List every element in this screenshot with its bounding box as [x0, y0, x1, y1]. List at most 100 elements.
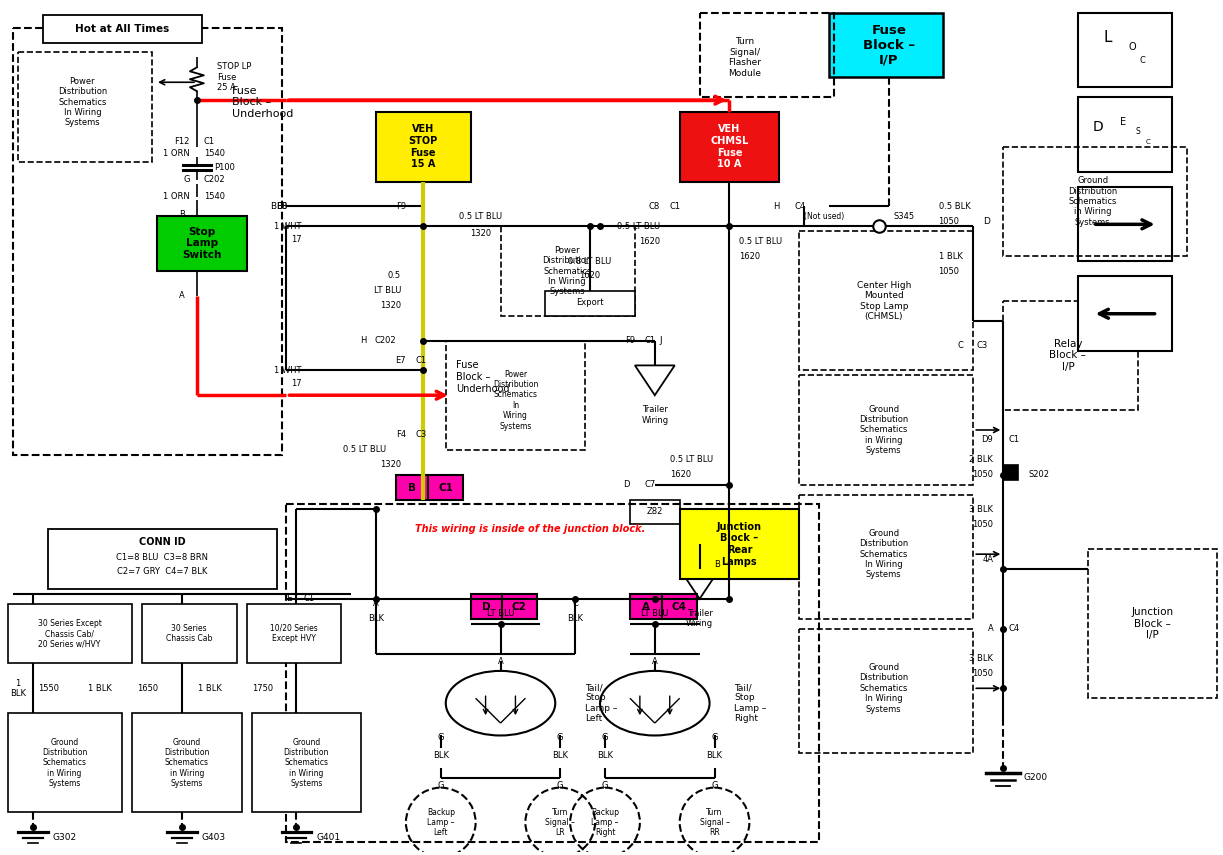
Text: D: D	[624, 481, 630, 489]
Text: G: G	[712, 734, 718, 742]
Text: 1620: 1620	[580, 272, 600, 280]
Bar	[829, 13, 943, 77]
Text: 0.5 LT BLU: 0.5 LT BLU	[616, 221, 659, 231]
Text: Ground
Distribution
Schematics
in Wiring
Systems: Ground Distribution Schematics in Wiring…	[284, 738, 329, 788]
Text: 2 BLK: 2 BLK	[970, 456, 993, 464]
Text: G: G	[712, 781, 718, 790]
Text: C4: C4	[1008, 624, 1019, 634]
Text: C1=8 BLU  C3=8 BRN: C1=8 BLU C3=8 BRN	[116, 552, 208, 562]
Text: P100: P100	[214, 162, 235, 172]
Text: BLK: BLK	[567, 614, 583, 623]
Text: 1620: 1620	[638, 237, 659, 245]
Text: L: L	[1103, 30, 1112, 45]
Text: B: B	[408, 482, 416, 492]
Text: BLK: BLK	[553, 752, 569, 760]
Text: Turn
Signal –
RR: Turn Signal – RR	[700, 807, 730, 837]
Text: LT BLU: LT BLU	[373, 286, 401, 295]
Text: 30 Series Except
Chassis Cab/
20 Series w/HVY: 30 Series Except Chassis Cab/ 20 Series …	[38, 619, 102, 649]
Text: 1 ORN: 1 ORN	[163, 192, 190, 201]
Bar	[662, 594, 697, 619]
Text: Stop
Lamp
Switch: Stop Lamp Switch	[182, 227, 221, 260]
Text: G: G	[438, 781, 444, 790]
Text: 1320: 1320	[380, 301, 401, 310]
Text: 1540: 1540	[204, 192, 225, 201]
Text: Z82: Z82	[647, 507, 663, 516]
Text: Trailer
Wiring: Trailer Wiring	[641, 405, 668, 425]
Text: C1: C1	[416, 356, 427, 365]
Text: Fuse
Block –
Underhood: Fuse Block – Underhood	[456, 361, 509, 393]
Text: BLK: BLK	[597, 752, 613, 760]
Bar	[1087, 549, 1217, 699]
Text: C3: C3	[416, 430, 427, 439]
Text: 1050: 1050	[938, 267, 960, 275]
Text: Ground
Distribution
Schematics
in Wiring
Systems: Ground Distribution Schematics in Wiring…	[164, 738, 209, 788]
Text: C4: C4	[794, 202, 805, 211]
Text: 1
BLK: 1 BLK	[10, 679, 26, 698]
Text: G: G	[438, 734, 444, 742]
Text: B8: B8	[276, 202, 287, 211]
Text: C: C	[1145, 139, 1150, 144]
Text: C1: C1	[204, 138, 215, 146]
Text: Power
Distribution
Schematics
In
Wiring
Systems: Power Distribution Schematics In Wiring …	[493, 369, 538, 431]
Text: CONN ID: CONN ID	[138, 537, 186, 547]
Text: 1620: 1620	[670, 470, 691, 479]
Text: J: J	[659, 336, 663, 345]
Bar	[7, 713, 122, 812]
Text: Fuse
Block –
Underhood: Fuse Block – Underhood	[231, 86, 294, 119]
Text: C1: C1	[645, 336, 656, 345]
Text: LT BLU: LT BLU	[487, 610, 514, 618]
Text: 1050: 1050	[938, 217, 960, 226]
Text: Hot at All Times: Hot at All Times	[75, 24, 169, 33]
Text: Ground
Distribution
Schematics
In Wiring
Systems: Ground Distribution Schematics In Wiring…	[859, 529, 909, 580]
Bar	[428, 475, 462, 499]
Text: 1 WHT: 1 WHT	[274, 221, 301, 231]
Bar	[48, 529, 276, 589]
Text: Ground
Distribution
Schematics
in Wiring
Systems: Ground Distribution Schematics in Wiring…	[1068, 176, 1118, 227]
Text: B8: B8	[276, 202, 287, 211]
Text: A: A	[180, 292, 185, 300]
Text: 1650: 1650	[137, 684, 158, 693]
Text: 4A: 4A	[982, 555, 993, 563]
Bar	[1003, 301, 1137, 410]
Text: E: E	[1119, 117, 1125, 127]
Text: G401: G401	[317, 833, 340, 842]
Bar	[799, 494, 974, 619]
Text: Trailer
Wiring: Trailer Wiring	[686, 609, 713, 628]
Bar	[799, 375, 974, 485]
Text: C1: C1	[438, 482, 454, 492]
Text: S202: S202	[1029, 470, 1049, 479]
Text: A: A	[987, 624, 993, 634]
Text: VEH
STOP
Fuse
15 A: VEH STOP Fuse 15 A	[408, 125, 438, 169]
Bar	[12, 27, 281, 455]
Text: C2=7 GRY  C4=7 BLK: C2=7 GRY C4=7 BLK	[117, 567, 207, 575]
Text: 1320: 1320	[470, 229, 492, 238]
Text: Tail/
Stop
Lamp –
Left: Tail/ Stop Lamp – Left	[585, 683, 618, 723]
Bar	[1077, 276, 1173, 351]
Text: Junction
Block –
Rear
Lamps: Junction Block – Rear Lamps	[717, 522, 762, 567]
Bar	[252, 713, 361, 812]
Bar	[799, 232, 974, 370]
Text: C: C	[572, 599, 578, 609]
Bar	[1077, 186, 1173, 261]
Text: VEH
CHMSL
Fuse
10 A: VEH CHMSL Fuse 10 A	[711, 125, 748, 169]
Text: C3: C3	[976, 341, 988, 350]
Text: G200: G200	[1024, 773, 1047, 782]
Text: 1750: 1750	[252, 684, 273, 693]
Text: C4: C4	[671, 602, 686, 612]
Text: Export: Export	[576, 298, 604, 307]
Bar	[1077, 13, 1173, 87]
Text: 1 WHT: 1 WHT	[274, 366, 301, 374]
Text: C: C	[1140, 56, 1146, 65]
Text: E7: E7	[395, 356, 406, 365]
Text: D: D	[983, 217, 991, 226]
Bar	[1003, 147, 1188, 256]
Bar	[17, 52, 152, 162]
Text: 10/20 Series
Except HVY: 10/20 Series Except HVY	[269, 624, 317, 643]
Text: E: E	[286, 594, 291, 604]
Text: 0.5 LT BLU: 0.5 LT BLU	[740, 237, 783, 245]
Text: Turn
Signal/
Flasher
Module: Turn Signal/ Flasher Module	[728, 38, 761, 78]
Text: A: A	[642, 602, 649, 612]
Text: BLK: BLK	[433, 752, 449, 760]
Text: F4: F4	[396, 430, 406, 439]
Text: F12: F12	[175, 138, 190, 146]
